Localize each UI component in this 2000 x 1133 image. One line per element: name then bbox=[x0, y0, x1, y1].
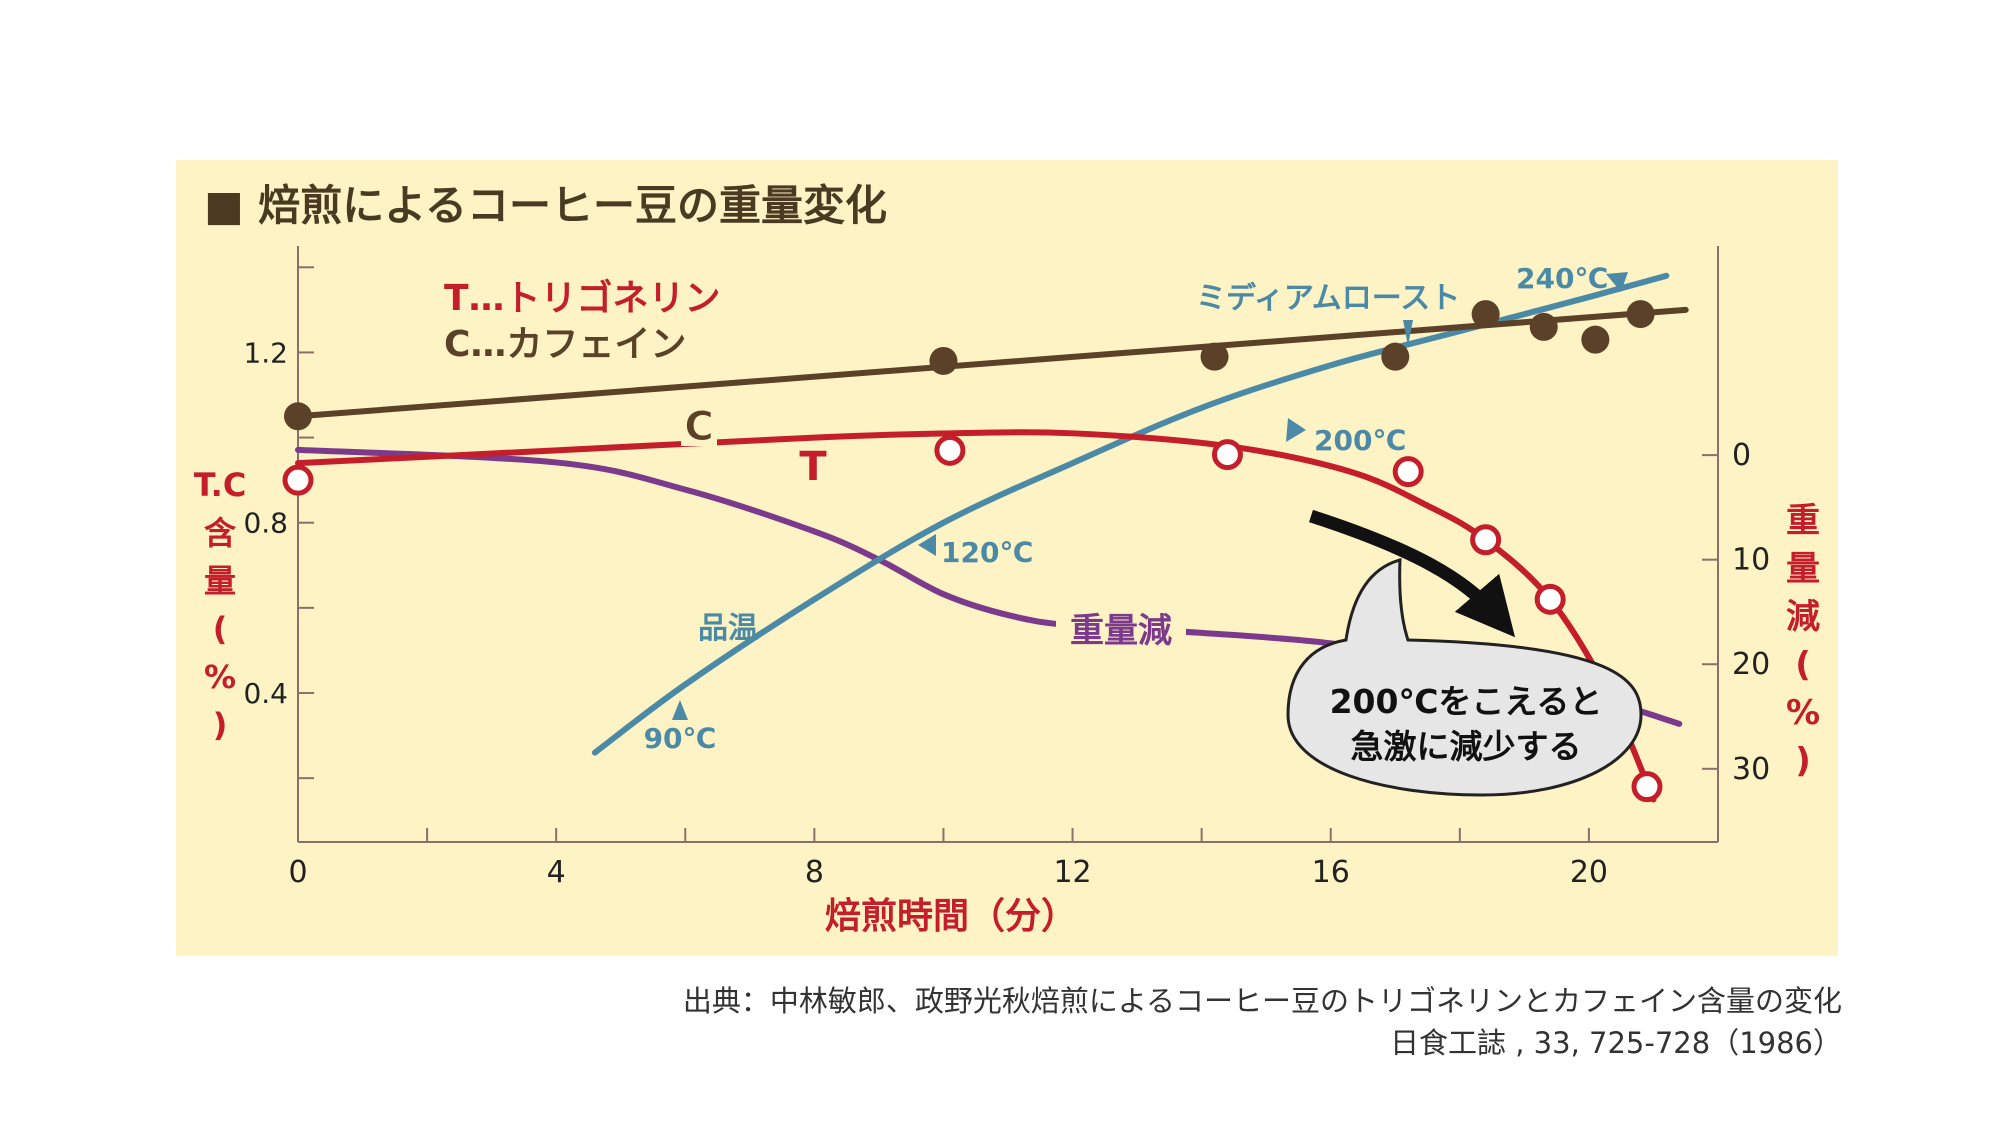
marker-trigonelline bbox=[1392, 456, 1424, 488]
y-left-tick-label: 1.2 bbox=[243, 336, 288, 369]
label-c: C bbox=[684, 404, 713, 450]
x-tick-label: 4 bbox=[547, 855, 566, 890]
marker-caffeine bbox=[1200, 342, 1229, 371]
tick-labels: 0 4 8 12 16 20 0.4 0.8 1.2 0 10 20 30 bbox=[243, 336, 1770, 890]
tick-marks bbox=[297, 266, 1718, 842]
temp-240-label: 240℃ bbox=[1516, 262, 1608, 295]
chart-canvas: ■ 焙煎によるコーヒー豆の重量変化 0 4 8 12 16 20 0.4 0.8 1.2 0 10 2… bbox=[194, 181, 1820, 937]
label-product-temp: 品温 bbox=[698, 611, 758, 646]
source-citation-line-1: 出典：中林敏郎、政野光秋焙煎によるコーヒー豆のトリゴネリンとカフェイン含量の変化 bbox=[682, 984, 1842, 1018]
speech-bubble-shape bbox=[1286, 558, 1643, 797]
marker-caffeine bbox=[1581, 325, 1610, 354]
y-left-tick-label: 0.8 bbox=[243, 507, 288, 540]
x-tick-label: 12 bbox=[1053, 855, 1091, 890]
marker-caffeine bbox=[1381, 342, 1410, 371]
speech-bubble: 200℃をこえると 急激に減少する bbox=[1286, 558, 1643, 797]
source-citation-line-2: 日食工誌 , 33, 725-728（1986） bbox=[1390, 1026, 1842, 1060]
marker-trigonelline bbox=[1211, 439, 1243, 471]
y-right-tick-label: 10 bbox=[1732, 543, 1770, 578]
y-right-tick-label: 20 bbox=[1732, 647, 1770, 682]
temp-90-pointer bbox=[672, 700, 688, 720]
medium-roast-label: ミディアムロースト bbox=[1196, 281, 1460, 316]
marker-trigonelline bbox=[1470, 524, 1502, 556]
x-tick-label: 16 bbox=[1312, 855, 1350, 890]
chart-panel: ■ 焙煎によるコーヒー豆の重量変化 0 4 8 12 16 20 0.4 0.8 1.2 0 10 2… bbox=[176, 160, 1838, 956]
series-label-t: T bbox=[796, 444, 830, 490]
temp-200-label: 200℃ bbox=[1314, 424, 1406, 457]
y-axis-left-label: T.C 含量(%) bbox=[194, 466, 247, 744]
x-tick-label: 8 bbox=[805, 855, 824, 890]
bubble-line-2: 急激に減少する bbox=[1351, 727, 1582, 766]
axes bbox=[297, 246, 1719, 843]
marker-caffeine bbox=[1471, 300, 1500, 329]
series-label-c: C bbox=[681, 404, 717, 451]
callout-arrow bbox=[1308, 509, 1516, 638]
marker-caffeine bbox=[284, 402, 312, 431]
temp-120-label: 120℃ bbox=[941, 536, 1033, 569]
x-tick-label: 0 bbox=[288, 855, 307, 890]
series-label-weight: 重量減 bbox=[1056, 608, 1186, 652]
y-axis-right-label: 重量減(%) bbox=[1786, 501, 1820, 781]
marker-trigonelline bbox=[282, 464, 314, 496]
chart-title: ■ 焙煎によるコーヒー豆の重量変化 bbox=[204, 181, 887, 230]
temp-90-label: 90℃ bbox=[644, 722, 717, 755]
temp-annotations: 90℃ 120℃ 200℃ 240℃ ミディアムロースト bbox=[644, 262, 1628, 755]
x-tick-label: 20 bbox=[1570, 855, 1608, 890]
x-axis-label: 焙煎時間（分） bbox=[825, 896, 1077, 937]
marker-caffeine bbox=[929, 346, 958, 375]
legend-caffeine: C…カフェイン bbox=[444, 324, 686, 365]
label-weight: 重量減 bbox=[1070, 611, 1172, 651]
y-right-tick-label: 30 bbox=[1732, 752, 1770, 787]
temp-200-pointer bbox=[1286, 418, 1306, 442]
legend-trigonelline: T…トリゴネリン bbox=[444, 277, 721, 319]
y-right-tick-label: 0 bbox=[1732, 438, 1751, 473]
marker-trigonelline bbox=[1631, 771, 1663, 803]
medium-roast-pointer bbox=[1403, 320, 1413, 346]
series-line-caffeine bbox=[295, 306, 1689, 420]
marker-trigonelline bbox=[1534, 583, 1566, 615]
marker-caffeine bbox=[1529, 312, 1558, 341]
y-left-tick-label: 0.4 bbox=[243, 677, 288, 710]
temp-240-pointer bbox=[1606, 272, 1628, 292]
marker-caffeine bbox=[1626, 300, 1655, 329]
temp-120-pointer bbox=[918, 534, 936, 556]
bubble-line-1: 200℃をこえると bbox=[1330, 682, 1603, 721]
label-t: T bbox=[799, 444, 827, 490]
marker-trigonelline bbox=[934, 434, 966, 466]
